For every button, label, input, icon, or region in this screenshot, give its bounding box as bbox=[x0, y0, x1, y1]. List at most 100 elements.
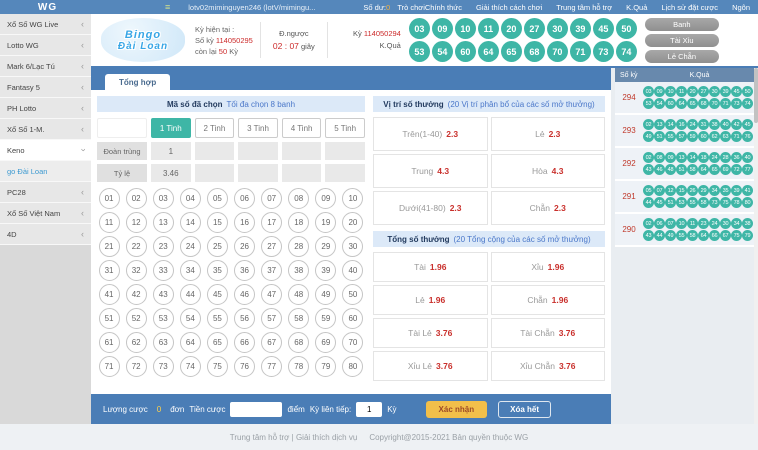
number-ball[interactable]: 28 bbox=[288, 236, 310, 257]
number-ball[interactable]: 47 bbox=[261, 284, 283, 305]
number-ball[interactable]: 24 bbox=[179, 236, 201, 257]
topbar-menu-item[interactable]: Trung tâm hỗ trợ bbox=[556, 2, 613, 12]
tinh-tab[interactable]: 5 Tinh bbox=[325, 118, 365, 138]
tinh-tab[interactable]: 4 Tinh bbox=[281, 118, 322, 138]
number-ball[interactable]: 43 bbox=[152, 284, 174, 305]
number-ball[interactable]: 16 bbox=[234, 212, 256, 233]
hamburger-menu-icon[interactable]: ≡ bbox=[165, 2, 171, 12]
topbar-menu-item[interactable]: Lịch sử đặt cược bbox=[661, 2, 719, 12]
number-ball[interactable]: 77 bbox=[261, 356, 283, 377]
topbar-menu-item[interactable]: Giải thích cách chơi bbox=[476, 2, 543, 12]
number-ball[interactable]: 08 bbox=[288, 188, 310, 209]
odds-cell[interactable]: Hòa 4.3 bbox=[490, 154, 605, 188]
number-ball[interactable]: 03 bbox=[152, 188, 174, 209]
odds-cell[interactable]: Xỉu Lẻ 3.76 bbox=[373, 351, 488, 381]
number-ball[interactable]: 75 bbox=[206, 356, 228, 377]
number-ball[interactable]: 35 bbox=[206, 260, 228, 281]
number-ball[interactable]: 52 bbox=[125, 308, 147, 329]
number-ball[interactable]: 74 bbox=[179, 356, 201, 377]
quick-view-button[interactable]: Banh bbox=[644, 17, 719, 31]
number-ball[interactable]: 63 bbox=[152, 332, 174, 353]
number-ball[interactable]: 72 bbox=[125, 356, 147, 377]
number-ball[interactable]: 53 bbox=[152, 308, 174, 329]
number-ball[interactable]: 21 bbox=[98, 236, 120, 257]
number-ball[interactable]: 11 bbox=[98, 212, 120, 233]
number-ball[interactable]: 66 bbox=[234, 332, 256, 353]
number-ball[interactable]: 12 bbox=[125, 212, 147, 233]
scrollbar[interactable] bbox=[754, 68, 758, 424]
username[interactable]: lotv02miminguyen246 (lotV/mimingu... bbox=[188, 2, 316, 12]
number-ball[interactable]: 05 bbox=[206, 188, 228, 209]
number-ball[interactable]: 37 bbox=[261, 260, 283, 281]
stake-input[interactable] bbox=[230, 401, 283, 417]
number-ball[interactable]: 31 bbox=[98, 260, 120, 281]
number-ball[interactable]: 19 bbox=[315, 212, 337, 233]
number-ball[interactable]: 70 bbox=[342, 332, 364, 353]
number-ball[interactable]: 54 bbox=[179, 308, 201, 329]
number-ball[interactable]: 56 bbox=[234, 308, 256, 329]
number-ball[interactable]: 26 bbox=[234, 236, 256, 257]
odds-cell[interactable]: Xỉu 1.96 bbox=[490, 252, 605, 282]
sidebar-item[interactable]: PC28 ‹ bbox=[0, 182, 91, 203]
footer-links[interactable]: Trung tâm hỗ trợ | Giải thích dịch vụ bbox=[229, 432, 358, 442]
number-ball[interactable]: 60 bbox=[342, 308, 364, 329]
number-ball[interactable]: 06 bbox=[234, 188, 256, 209]
odds-cell[interactable]: Dưới(41-80) 2.3 bbox=[373, 191, 488, 225]
odds-cell[interactable]: Lẻ 1.96 bbox=[373, 285, 488, 315]
odds-cell[interactable]: Tài Chẵn 3.76 bbox=[490, 318, 605, 348]
number-ball[interactable]: 62 bbox=[125, 332, 147, 353]
tinh-tab[interactable]: 2 Tinh bbox=[194, 118, 235, 138]
number-ball[interactable]: 32 bbox=[125, 260, 147, 281]
number-ball[interactable]: 49 bbox=[315, 284, 337, 305]
number-ball[interactable]: 01 bbox=[98, 188, 120, 209]
number-ball[interactable]: 40 bbox=[342, 260, 364, 281]
number-ball[interactable]: 59 bbox=[315, 308, 337, 329]
topbar-menu-item[interactable]: K.Quả bbox=[626, 2, 648, 12]
sidebar-item[interactable]: 4D ‹ bbox=[0, 224, 91, 245]
number-ball[interactable]: 42 bbox=[125, 284, 147, 305]
sidebar-item[interactable]: Lotto WG ‹ bbox=[0, 35, 91, 56]
number-ball[interactable]: 27 bbox=[261, 236, 283, 257]
sidebar-item[interactable]: Fantasy 5 ‹ bbox=[0, 77, 91, 98]
number-ball[interactable]: 04 bbox=[179, 188, 201, 209]
sidebar-item[interactable]: Xổ Số Việt Nam ‹ bbox=[0, 203, 91, 224]
number-ball[interactable]: 80 bbox=[342, 356, 364, 377]
number-ball[interactable]: 45 bbox=[206, 284, 228, 305]
streak-input[interactable] bbox=[356, 401, 383, 417]
number-ball[interactable]: 18 bbox=[288, 212, 310, 233]
tinh-tab[interactable]: 3 Tinh bbox=[238, 118, 278, 138]
odds-cell[interactable]: Trên(1-40) 2.3 bbox=[373, 117, 488, 151]
odds-cell[interactable]: Chẵn 1.96 bbox=[490, 285, 605, 315]
number-ball[interactable]: 50 bbox=[342, 284, 364, 305]
number-ball[interactable]: 07 bbox=[261, 188, 283, 209]
tab-tong-hop[interactable]: Tổng hợp bbox=[105, 74, 171, 90]
number-ball[interactable]: 17 bbox=[261, 212, 283, 233]
number-ball[interactable]: 44 bbox=[179, 284, 201, 305]
number-ball[interactable]: 14 bbox=[179, 212, 201, 233]
sidebar-item[interactable]: PH Lotto ‹ bbox=[0, 98, 91, 119]
quick-view-button[interactable]: Tài Xỉu bbox=[644, 33, 719, 47]
number-ball[interactable]: 71 bbox=[98, 356, 120, 377]
odds-cell[interactable]: Tài 1.96 bbox=[373, 252, 488, 282]
number-ball[interactable]: 39 bbox=[315, 260, 337, 281]
clear-button[interactable]: Xóa hết bbox=[498, 400, 552, 418]
number-ball[interactable]: 29 bbox=[315, 236, 337, 257]
number-ball[interactable]: 46 bbox=[234, 284, 256, 305]
topbar-menu-item[interactable]: Trò chơiChính thức bbox=[397, 2, 463, 12]
number-ball[interactable]: 67 bbox=[261, 332, 283, 353]
number-ball[interactable]: 09 bbox=[315, 188, 337, 209]
number-ball[interactable]: 33 bbox=[152, 260, 174, 281]
number-ball[interactable]: 73 bbox=[152, 356, 174, 377]
number-ball[interactable]: 02 bbox=[125, 188, 147, 209]
number-ball[interactable]: 13 bbox=[152, 212, 174, 233]
number-ball[interactable]: 68 bbox=[288, 332, 310, 353]
odds-cell[interactable]: Xỉu Chẵn 3.76 bbox=[490, 351, 605, 381]
topbar-menu-item[interactable]: Ngôn bbox=[732, 2, 750, 12]
confirm-button[interactable]: Xác nhận bbox=[425, 400, 488, 418]
number-ball[interactable]: 69 bbox=[315, 332, 337, 353]
number-ball[interactable]: 23 bbox=[152, 236, 174, 257]
number-ball[interactable]: 36 bbox=[234, 260, 256, 281]
number-ball[interactable]: 78 bbox=[288, 356, 310, 377]
number-ball[interactable]: 65 bbox=[206, 332, 228, 353]
number-ball[interactable]: 20 bbox=[342, 212, 364, 233]
